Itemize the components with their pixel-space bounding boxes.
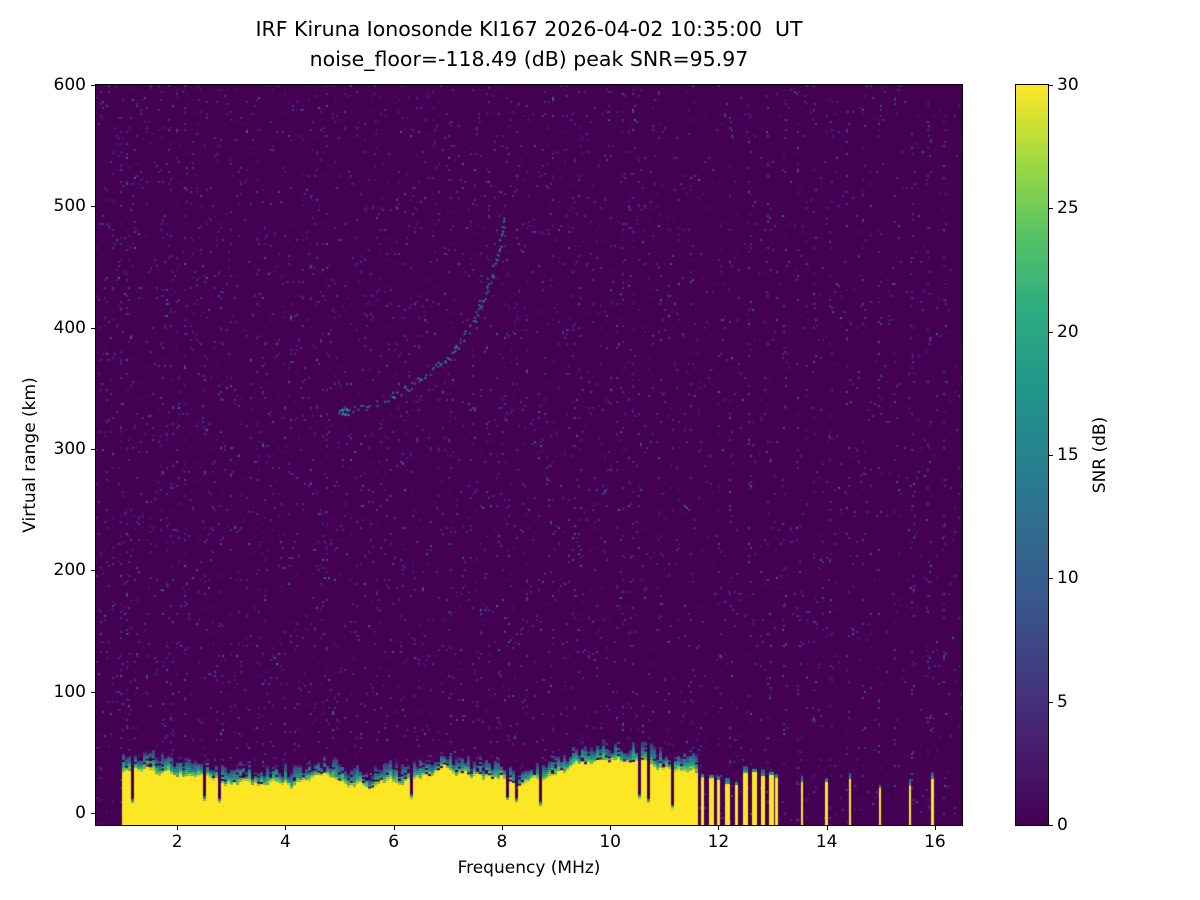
x-tick-label: 4 <box>280 832 291 852</box>
y-tick-mark <box>91 691 96 693</box>
y-tick-label: 100 <box>53 681 86 702</box>
x-tick-label: 8 <box>496 832 508 852</box>
chart-title: IRF Kiruna Ionosonde KI167 2026-04-02 10… <box>96 14 962 74</box>
colorbar-tick-label: 0 <box>1057 815 1068 835</box>
x-tick-mark <box>718 825 720 830</box>
colorbar-label: SNR (dB) <box>1090 416 1110 494</box>
y-tick-label: 200 <box>53 560 86 581</box>
colorbar-tick-mark <box>1048 825 1053 826</box>
y-tick-label: 400 <box>53 317 86 338</box>
heatmap-canvas <box>96 85 962 825</box>
x-tick-mark <box>285 825 287 830</box>
colorbar-tick-label: 25 <box>1057 198 1079 219</box>
heatmap-plot <box>95 84 963 826</box>
x-axis-label: Frequency (MHz) <box>457 858 601 878</box>
colorbar-tick-label: 5 <box>1057 691 1068 712</box>
y-tick-mark <box>91 812 96 814</box>
colorbar-tick-label: 30 <box>1057 75 1079 95</box>
x-tick-mark <box>501 825 503 830</box>
y-tick-label: 500 <box>53 196 86 217</box>
y-tick-mark <box>91 570 96 572</box>
colorbar-tick-label: 20 <box>1057 321 1079 342</box>
x-tick-mark <box>393 825 395 830</box>
x-tick-label: 6 <box>388 832 400 852</box>
y-tick-mark <box>91 206 96 208</box>
y-tick-mark <box>91 448 96 450</box>
colorbar <box>1015 84 1049 826</box>
colorbar-tick-mark <box>1048 331 1053 333</box>
y-tick-label: 600 <box>53 75 86 95</box>
x-tick-label: 14 <box>815 832 838 852</box>
y-tick-mark <box>91 327 96 329</box>
colorbar-tick-mark <box>1048 701 1053 703</box>
x-tick-mark <box>934 825 936 830</box>
x-tick-mark <box>177 825 179 830</box>
y-tick-mark <box>91 85 96 86</box>
chart-title-line2: noise_floor=-118.49 (dB) peak SNR=95.97 <box>309 47 749 71</box>
colorbar-tick-mark <box>1048 455 1053 456</box>
y-tick-label: 0 <box>75 802 86 823</box>
colorbar-tick-mark <box>1048 208 1053 210</box>
colorbar-tick-mark <box>1048 85 1053 86</box>
chart-title-line1: IRF Kiruna Ionosonde KI167 2026-04-02 10… <box>255 17 803 41</box>
x-tick-mark <box>826 825 828 830</box>
y-tick-label: 300 <box>53 438 86 459</box>
x-tick-label: 2 <box>171 832 183 852</box>
colorbar-tick-mark <box>1048 578 1053 580</box>
x-tick-label: 10 <box>599 832 621 852</box>
x-tick-label: 12 <box>707 832 730 852</box>
x-tick-mark <box>610 825 612 830</box>
colorbar-tick-label: 15 <box>1057 445 1079 465</box>
colorbar-tick-label: 10 <box>1057 568 1079 589</box>
x-tick-label: 16 <box>924 832 946 852</box>
